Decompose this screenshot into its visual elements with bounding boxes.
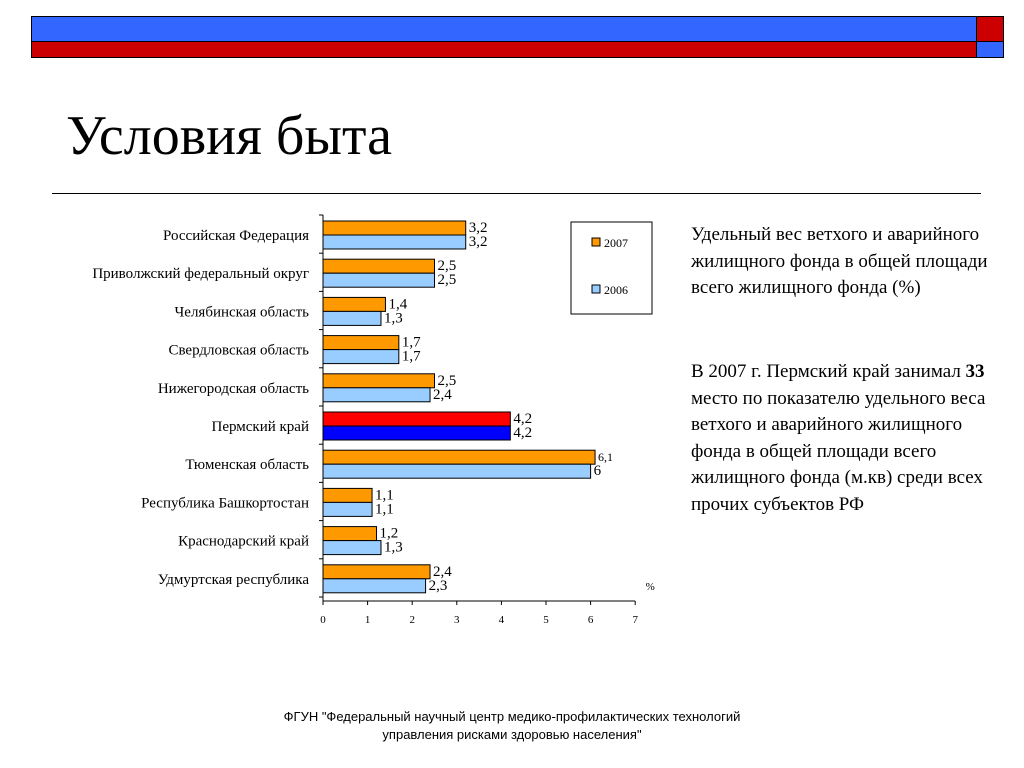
data-label: 4,2 [513, 411, 532, 427]
x-tick-label: 4 [499, 614, 505, 626]
category-label: Свердловская область [168, 343, 309, 359]
legend-label: 2007 [604, 236, 628, 250]
data-label: 2,5 [438, 272, 457, 288]
category-label: Пермский край [212, 419, 309, 435]
bar-2006 [322, 310, 382, 326]
data-label: 1,7 [402, 349, 421, 365]
header-blue-square [976, 41, 1004, 58]
ranking-text-end: место по показателю удельного веса ветхо… [691, 387, 986, 515]
category-label: Приволжский федеральный округ [92, 266, 309, 282]
bar-2006 [322, 578, 427, 594]
x-tick-label: 6 [588, 614, 594, 626]
bar-2006 [322, 387, 431, 403]
x-tick-label: 7 [632, 614, 638, 626]
category-label: Республика Башкортостан [141, 495, 309, 511]
x-tick-label: 0 [320, 614, 326, 626]
bar-2007 [322, 411, 511, 427]
data-label: 4,2 [513, 425, 532, 441]
category-label: Нижегородская область [158, 381, 309, 397]
x-tick-label: 5 [543, 614, 549, 626]
legend-swatch [591, 237, 601, 247]
data-label: 1,7 [402, 335, 421, 351]
data-label: 1,1 [375, 501, 394, 517]
category-label: Тюменская область [185, 457, 309, 473]
legend-label: 2006 [604, 283, 628, 297]
legend-box [570, 221, 653, 315]
data-label: 2,4 [433, 564, 452, 580]
category-label: Краснодарский край [178, 534, 309, 550]
bar-2006 [322, 272, 435, 288]
data-label: 1,3 [384, 540, 403, 556]
bar-2007 [322, 220, 467, 236]
x-tick-label: 1 [365, 614, 371, 626]
bar-2007 [322, 296, 386, 312]
bar-2006 [322, 234, 467, 250]
bar-2007 [322, 449, 596, 465]
bar-2006 [322, 349, 400, 365]
x-tick-label: 3 [454, 614, 460, 626]
ranking-text-start: В 2007 г. Пермский край занимал [691, 361, 966, 382]
legend-swatch [591, 284, 601, 294]
data-label: 1,1 [375, 487, 394, 503]
category-label: Российская Федерация [163, 228, 309, 244]
data-label: 3,2 [469, 220, 488, 236]
description-paragraph: Удельный вес ветхого и аварийного жилищн… [691, 224, 988, 298]
bar-2007 [322, 526, 378, 542]
bar-2006 [322, 463, 592, 479]
data-label: 6 [594, 463, 602, 479]
data-label: 3,2 [469, 234, 488, 250]
data-label: 1,4 [388, 296, 407, 312]
data-label: 2,4 [433, 387, 452, 403]
footer: ФГУН "Федеральный научный центр медико-п… [200, 708, 824, 744]
bar-2007 [322, 258, 435, 274]
bar-2007 [322, 487, 373, 503]
footer-line-1: ФГУН "Федеральный научный центр медико-п… [283, 709, 741, 724]
slide-title: Условия быта [66, 105, 393, 167]
data-label: 2,3 [429, 578, 448, 594]
ranking-paragraph: В 2007 г. Пермский край занимал 33 место… [691, 359, 991, 518]
bar-2006 [322, 501, 373, 517]
bar-2007 [322, 335, 400, 351]
unit-label: % [646, 581, 655, 593]
data-label: 6,1 [598, 450, 613, 464]
category-label: Удмуртская республика [158, 572, 310, 588]
title-divider [52, 193, 981, 194]
data-label: 2,5 [438, 258, 457, 274]
category-label: Челябинская область [175, 304, 310, 320]
data-label: 1,2 [380, 526, 399, 542]
data-label: 2,5 [438, 373, 457, 389]
footer-line-2: управления рисками здоровью населения" [382, 727, 642, 742]
x-tick-label: 2 [409, 614, 415, 626]
bar-2006 [322, 540, 382, 556]
data-label: 1,3 [384, 310, 403, 326]
bar-2007 [322, 564, 431, 580]
bar-2007 [322, 373, 435, 389]
bar-2006 [322, 425, 511, 441]
ranking-place: 33 [965, 361, 985, 382]
